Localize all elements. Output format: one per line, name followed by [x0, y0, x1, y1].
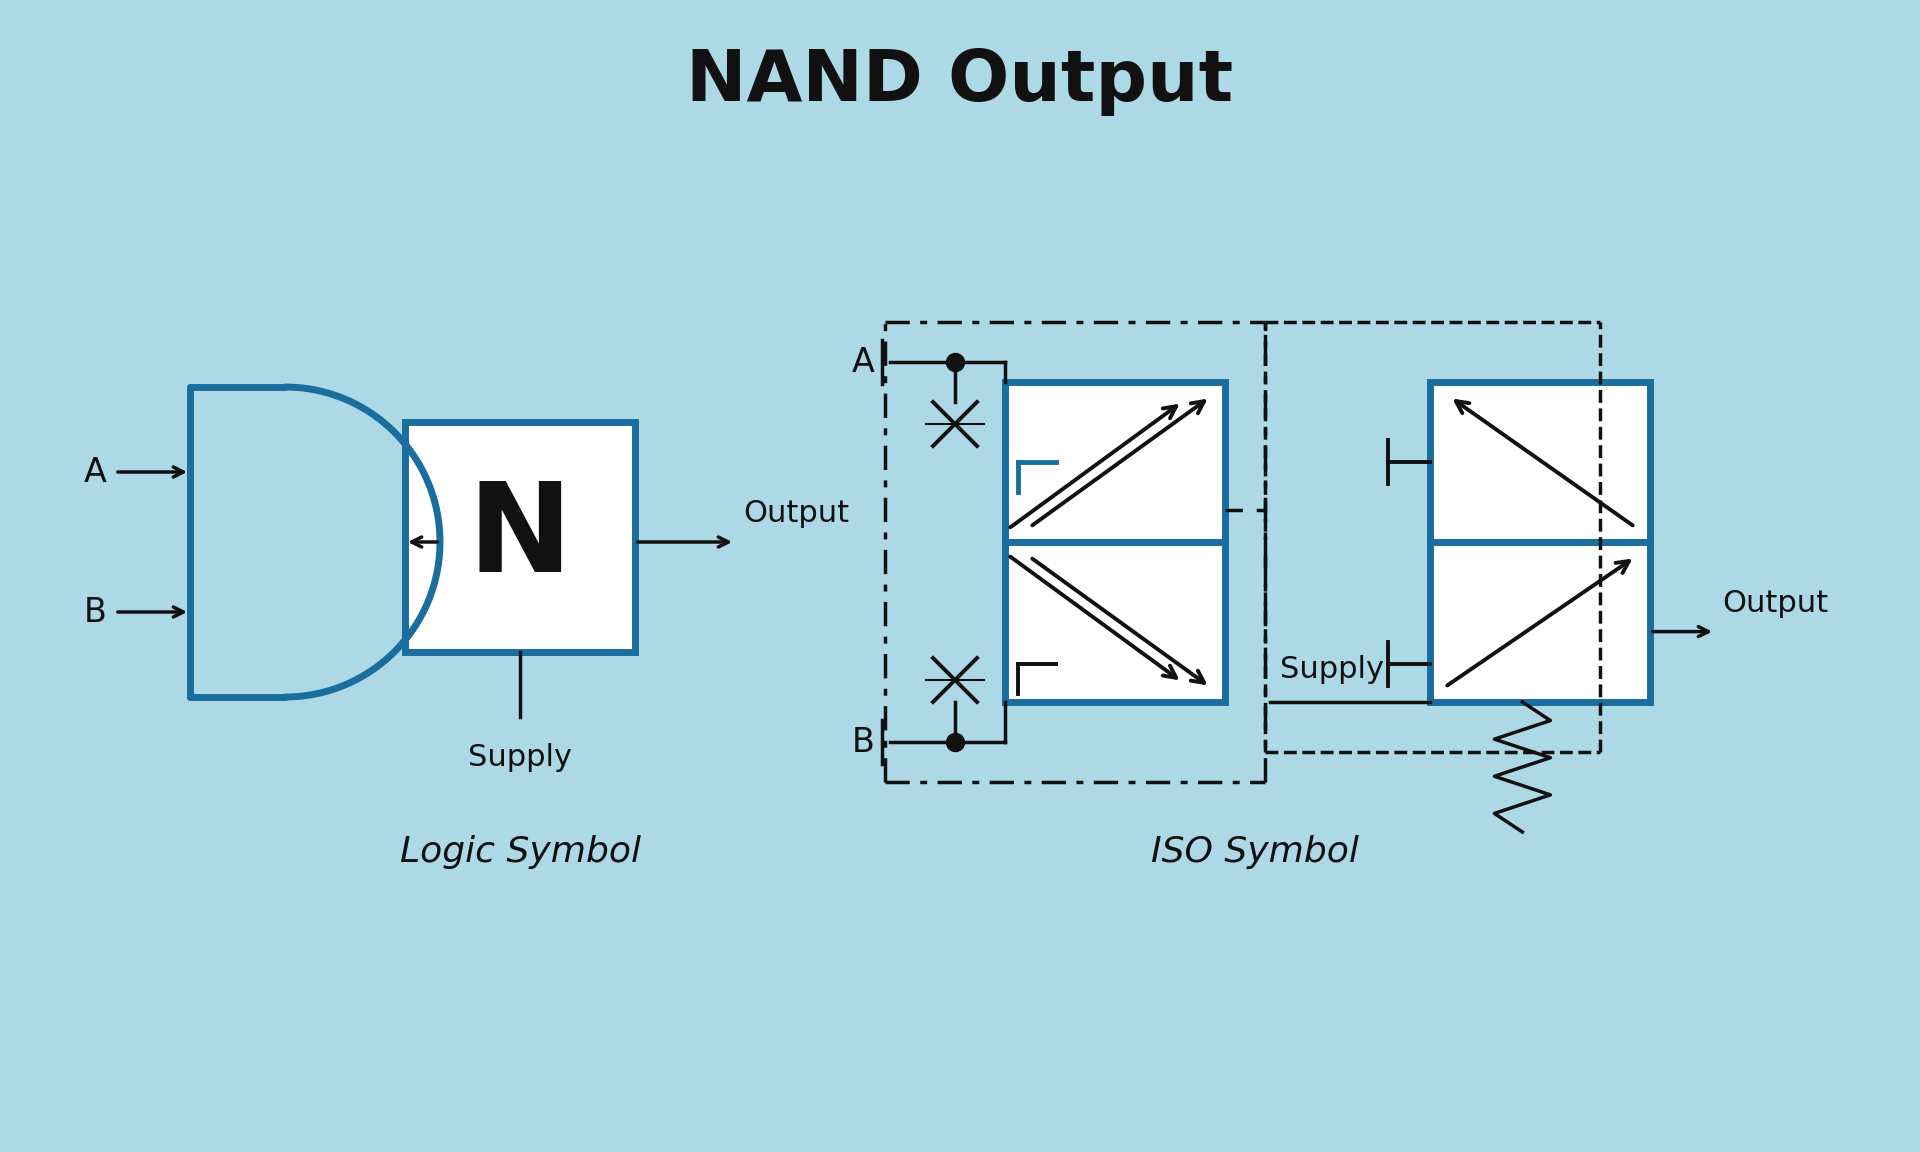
Text: Supply: Supply	[1281, 655, 1384, 684]
Text: A: A	[852, 346, 876, 379]
Text: Logic Symbol: Logic Symbol	[399, 835, 641, 869]
Text: ISO Symbol: ISO Symbol	[1152, 835, 1359, 869]
Bar	[405, 422, 636, 652]
Text: B: B	[852, 726, 876, 758]
Text: N: N	[468, 477, 572, 598]
Text: B: B	[84, 596, 106, 629]
Text: Supply: Supply	[468, 743, 572, 772]
Text: Output: Output	[743, 500, 849, 529]
Bar	[1430, 382, 1649, 541]
Bar	[1430, 541, 1649, 702]
Text: NAND Output: NAND Output	[687, 47, 1233, 116]
Text: A: A	[84, 455, 106, 488]
Bar	[1004, 541, 1225, 702]
Text: Output: Output	[1722, 589, 1828, 619]
Bar	[1004, 382, 1225, 541]
